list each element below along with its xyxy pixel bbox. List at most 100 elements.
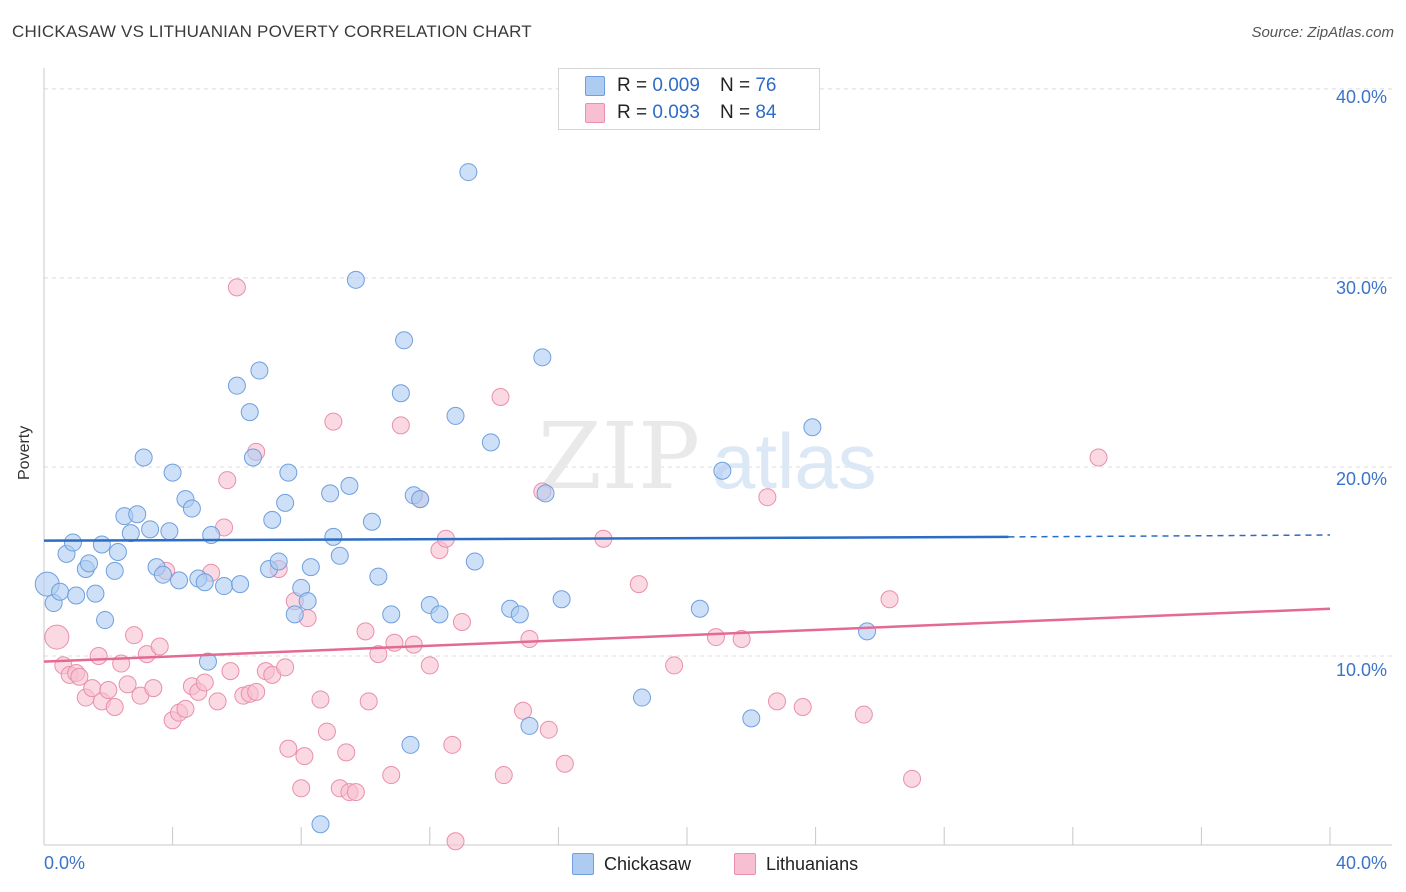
chickasaw-point [269,552,288,571]
y-tick-40: 40.0% [1336,87,1388,107]
watermark-atlas: atlas [712,417,877,505]
lithuanians-point [369,645,388,664]
lithuanians-point [446,832,465,851]
lithuanians-point [276,658,295,677]
lithuanians-point [706,628,725,647]
chickasaw-point [276,493,295,512]
axes [43,68,1392,846]
chickasaw-point [391,384,410,403]
lithuanians-point [125,626,144,645]
lithuanians-swatch [734,853,756,875]
chickasaw-point [231,575,250,594]
x-tick-max: 40.0% [1336,853,1388,873]
lithuanians-point [880,590,899,609]
watermark: ZIP atlas [538,403,877,510]
chickasaw-point [240,403,259,422]
chickasaw-point [330,546,349,565]
lithuanians-point [44,624,70,650]
chart-title: CHICKASAW VS LITHUANIAN POVERTY CORRELAT… [12,22,532,41]
lithuanians-point [195,673,214,692]
chickasaw-point [163,463,182,482]
r-label: R = [617,102,648,123]
r-value-chickasaw: 0.009 [652,75,700,96]
chickasaw-point [67,586,86,605]
lithuanians-swatch [585,103,605,123]
lithuanians-point [391,416,410,435]
chickasaw-point [632,688,651,707]
chickasaw-point [346,270,365,289]
chickasaw-point [481,433,500,452]
lithuanians-point [295,747,314,766]
lithuanians-point [150,637,169,656]
chickasaw-point [742,709,761,728]
chickasaw-point [382,605,401,624]
stats-legend: R = 0.009 N = 76 R = 0.093 N = 84 [558,68,820,130]
legend-row-chickasaw: R = 0.009 N = 76 [585,74,776,98]
chickasaw-point [395,331,414,350]
chickasaw-point [121,524,140,543]
lithuanians-point [208,692,227,711]
lithuanians-point [793,698,812,717]
legend-lithuanians-label: Lithuanians [766,853,859,874]
watermark-zip: ZIP [538,403,700,510]
lithuanians-point [382,766,401,785]
chickasaw-swatch [572,853,594,875]
chickasaw-point [533,348,552,367]
lithuanians-point [99,681,118,699]
lithuanians-point [520,629,539,648]
chickasaw-point [198,652,217,671]
r-value-lithuanians: 0.093 [652,102,700,123]
chickasaw-point [195,573,214,592]
chickasaw-point [279,463,298,482]
chickasaw-point [153,565,172,584]
chickasaw-point [170,571,189,590]
lithuanians-point [404,635,423,654]
legend-chickasaw-label: Chickasaw [604,853,692,874]
chickasaw-point [285,605,304,624]
n-value-chickasaw: 76 [755,75,777,96]
lithuanians-point [854,705,873,724]
chickasaw-point [128,505,147,524]
chickasaw-point [430,605,449,624]
lithuanians-point [491,388,510,407]
lithuanians-point [443,735,462,754]
chickasaw-point [510,605,529,624]
chickasaw-point [80,554,99,573]
lithuanians-point [105,698,124,717]
source-label: Source: ZipAtlas.com [1251,24,1394,41]
lithuanians-point [292,779,311,798]
chickasaw-point [134,448,153,467]
chickasaw-trend-extension [1008,534,1331,538]
x-tick-min: 0.0% [44,853,86,873]
chickasaw-point [321,484,340,503]
lithuanians-point [1089,448,1108,467]
chickasaw-point [411,490,430,509]
grid-lines [44,88,1392,657]
chickasaw-point [803,418,822,437]
lithuanians-point [221,662,240,681]
chickasaw-point [369,567,388,586]
chickasaw-point [298,592,317,611]
chickasaw-point [520,716,539,735]
chickasaw-point [141,520,160,539]
lithuanians-point [176,699,195,718]
chickasaw-point [215,577,234,596]
lithuanians-point [218,471,237,490]
chickasaw-point [108,543,127,562]
legend-row-lithuanians: R = 0.093 N = 84 [585,101,776,125]
n-label: N = [719,102,751,123]
chickasaw-point [160,522,179,541]
lithuanians-point [514,701,533,720]
lithuanians-point [311,690,330,709]
chickasaw-point [227,376,246,395]
lithuanians-point [317,722,336,741]
bottom-legend-lithuanians: Lithuanians [734,852,858,876]
chickasaw-point [459,163,478,182]
chickasaw-point [63,533,82,552]
lithuanians-point [629,575,648,594]
chickasaw-point [263,510,282,529]
y-tick-30: 30.0% [1336,278,1388,298]
chickasaw-point [86,584,105,603]
chickasaw-point [858,622,877,641]
chickasaw-point [446,406,465,425]
